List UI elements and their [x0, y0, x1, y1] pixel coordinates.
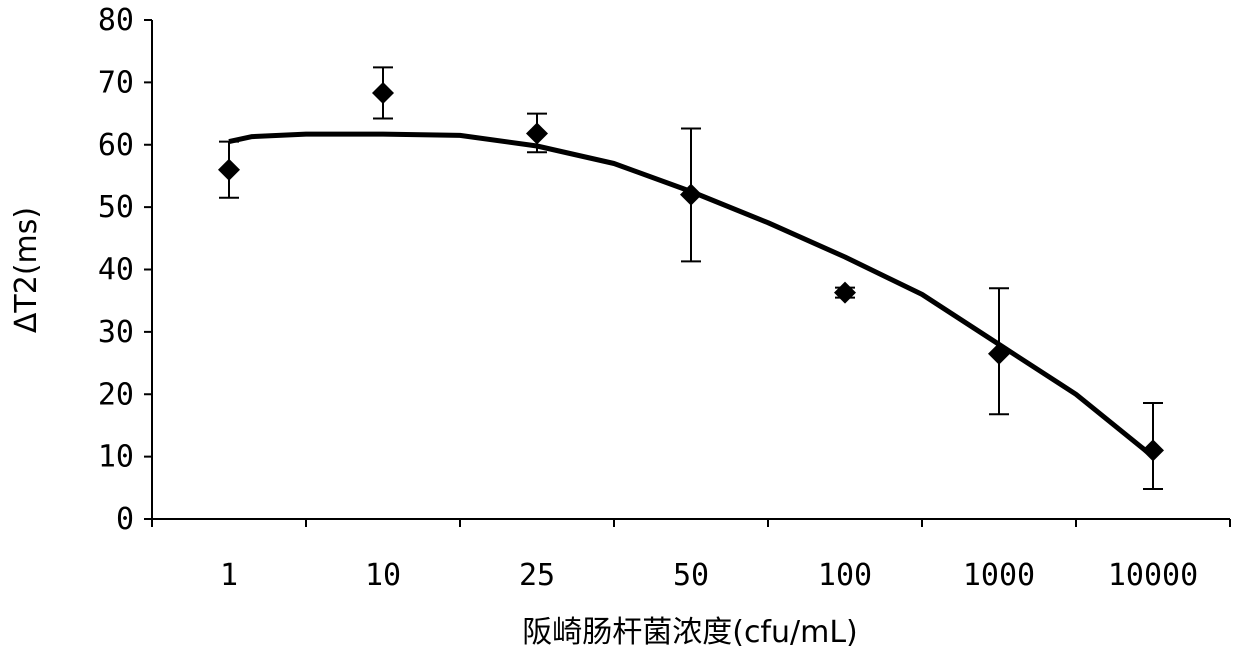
data-point-marker [834, 282, 856, 304]
x-tick-label: 10000 [1108, 558, 1198, 593]
x-tick-label: 1 [220, 558, 238, 593]
y-tick-label: 20 [98, 377, 134, 412]
y-tick-label: 60 [98, 128, 134, 163]
axes [152, 20, 1230, 519]
x-axis-title: 阪崎肠杆菌浓度(cfu/mL) [522, 615, 858, 650]
x-tick-label: 100 [818, 558, 872, 593]
x-tick-label: 50 [673, 558, 709, 593]
x-tick-label: 1000 [963, 558, 1035, 593]
y-tick-label: 10 [98, 440, 134, 475]
data-point-marker [988, 343, 1010, 365]
x-ticks: 1 10 25 50 100 1000 10000 [152, 519, 1230, 593]
y-tick-label: 0 [116, 502, 134, 537]
y-ticks: 0 10 20 30 40 50 60 70 80 [98, 3, 152, 537]
y-tick-label: 80 [98, 3, 134, 38]
data-point-marker [218, 159, 240, 181]
y-tick-label: 50 [98, 190, 134, 225]
x-tick-label: 10 [365, 558, 401, 593]
y-axis-title: ΔT2(ms) [9, 207, 44, 333]
y-tick-label: 70 [98, 65, 134, 100]
data-point-marker [1142, 439, 1164, 461]
error-bars [219, 67, 1163, 489]
x-tick-label: 25 [519, 558, 555, 593]
y-tick-label: 30 [98, 315, 134, 350]
data-point-marker [526, 123, 548, 145]
data-point-marker [372, 82, 394, 104]
y-tick-label: 40 [98, 253, 134, 288]
